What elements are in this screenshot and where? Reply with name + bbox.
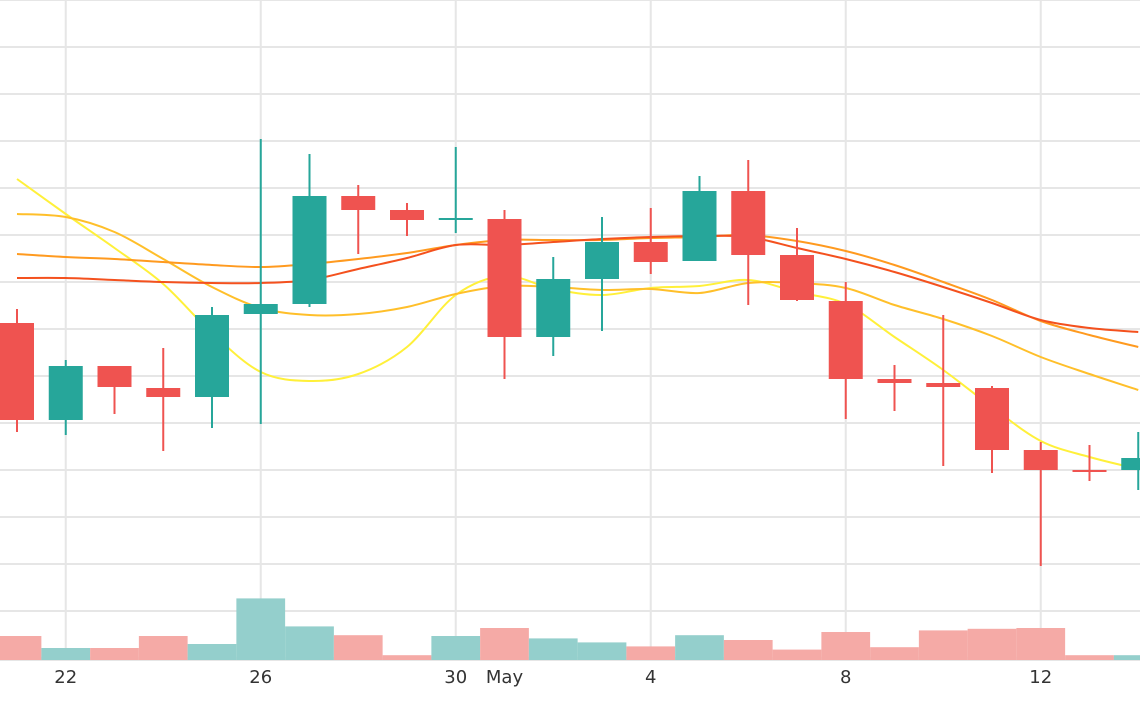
candle [0,309,34,432]
candle-body [48,366,83,420]
moving-average-line [16,213,1139,391]
volume-bar [431,636,481,660]
candle-body [1023,450,1058,470]
candle-body [877,379,912,383]
candle-body [682,191,717,261]
moving-average-line [16,234,1139,333]
candle-body [341,196,376,210]
candle [487,210,522,379]
candles [0,139,1140,566]
volume-bar [187,644,237,660]
volume-bars [0,598,1140,660]
volume-bar [675,635,724,660]
volume-bar [528,638,578,660]
volume-bar [1113,655,1140,660]
volume-bar [236,598,286,660]
volume-bar [918,630,968,660]
candle-body [536,279,571,337]
candle [633,208,668,274]
volume-bar [626,646,676,660]
candle-body [390,210,424,220]
x-tick-label: 12 [1029,667,1052,688]
volume-bar [577,642,627,660]
candle-body [487,219,522,337]
candle [828,282,863,419]
candle [438,147,473,233]
candle [97,366,132,414]
candle-body [97,366,132,387]
candle-body [0,323,34,420]
candle-body [1121,458,1140,470]
volume-bar [967,628,1017,660]
candle-body [1072,470,1107,472]
candle [1121,432,1140,490]
volume-bar [333,635,383,660]
volume-bar [90,648,139,660]
candle-body [731,191,766,255]
candle [682,176,717,261]
x-tick-label: May [486,667,524,688]
volume-bar [1065,655,1114,660]
volume-bar [0,636,42,660]
candle-body [926,383,961,387]
candle [48,360,83,435]
candle-body [292,196,327,304]
volume-bar [138,636,188,660]
candle-body [633,242,668,262]
candle [585,217,619,331]
volume-bar [41,648,91,660]
candle-body [585,242,619,279]
volume-bar [1016,628,1066,660]
candle [390,203,424,236]
volume-bar [480,628,529,660]
x-tick-label: 30 [444,667,467,688]
x-tick-label: 4 [645,667,656,688]
candle-body [780,255,814,300]
moving-average-lines [16,178,1139,470]
candle [341,185,376,254]
candle-body [243,304,278,314]
volume-bar [870,647,919,660]
volume-bar [821,632,871,660]
candle-body [828,301,863,379]
candle [536,257,571,356]
x-tick-label: 22 [54,667,77,688]
x-tick-label: 8 [840,667,851,688]
candle-body [975,388,1009,450]
candle [146,348,181,451]
volume-bar [285,626,334,660]
candle-body [438,218,473,220]
volume-bar [772,649,822,660]
candle [877,365,912,411]
moving-average-line [16,178,1139,470]
candle-body [195,315,229,397]
candle-body [146,388,181,397]
volume-bar [382,655,432,660]
candle [1023,442,1058,566]
candle [1072,445,1107,481]
moving-average-line [16,233,1139,348]
candle [731,160,766,305]
candle [926,315,961,466]
candle [243,139,278,424]
candle [195,307,229,428]
candle [780,228,814,301]
x-axis: 22 26 30 May 4 8 12 [54,667,1052,688]
candle [292,154,327,307]
candle [975,386,1009,473]
volume-bar [723,640,773,660]
x-tick-label: 26 [249,667,272,688]
